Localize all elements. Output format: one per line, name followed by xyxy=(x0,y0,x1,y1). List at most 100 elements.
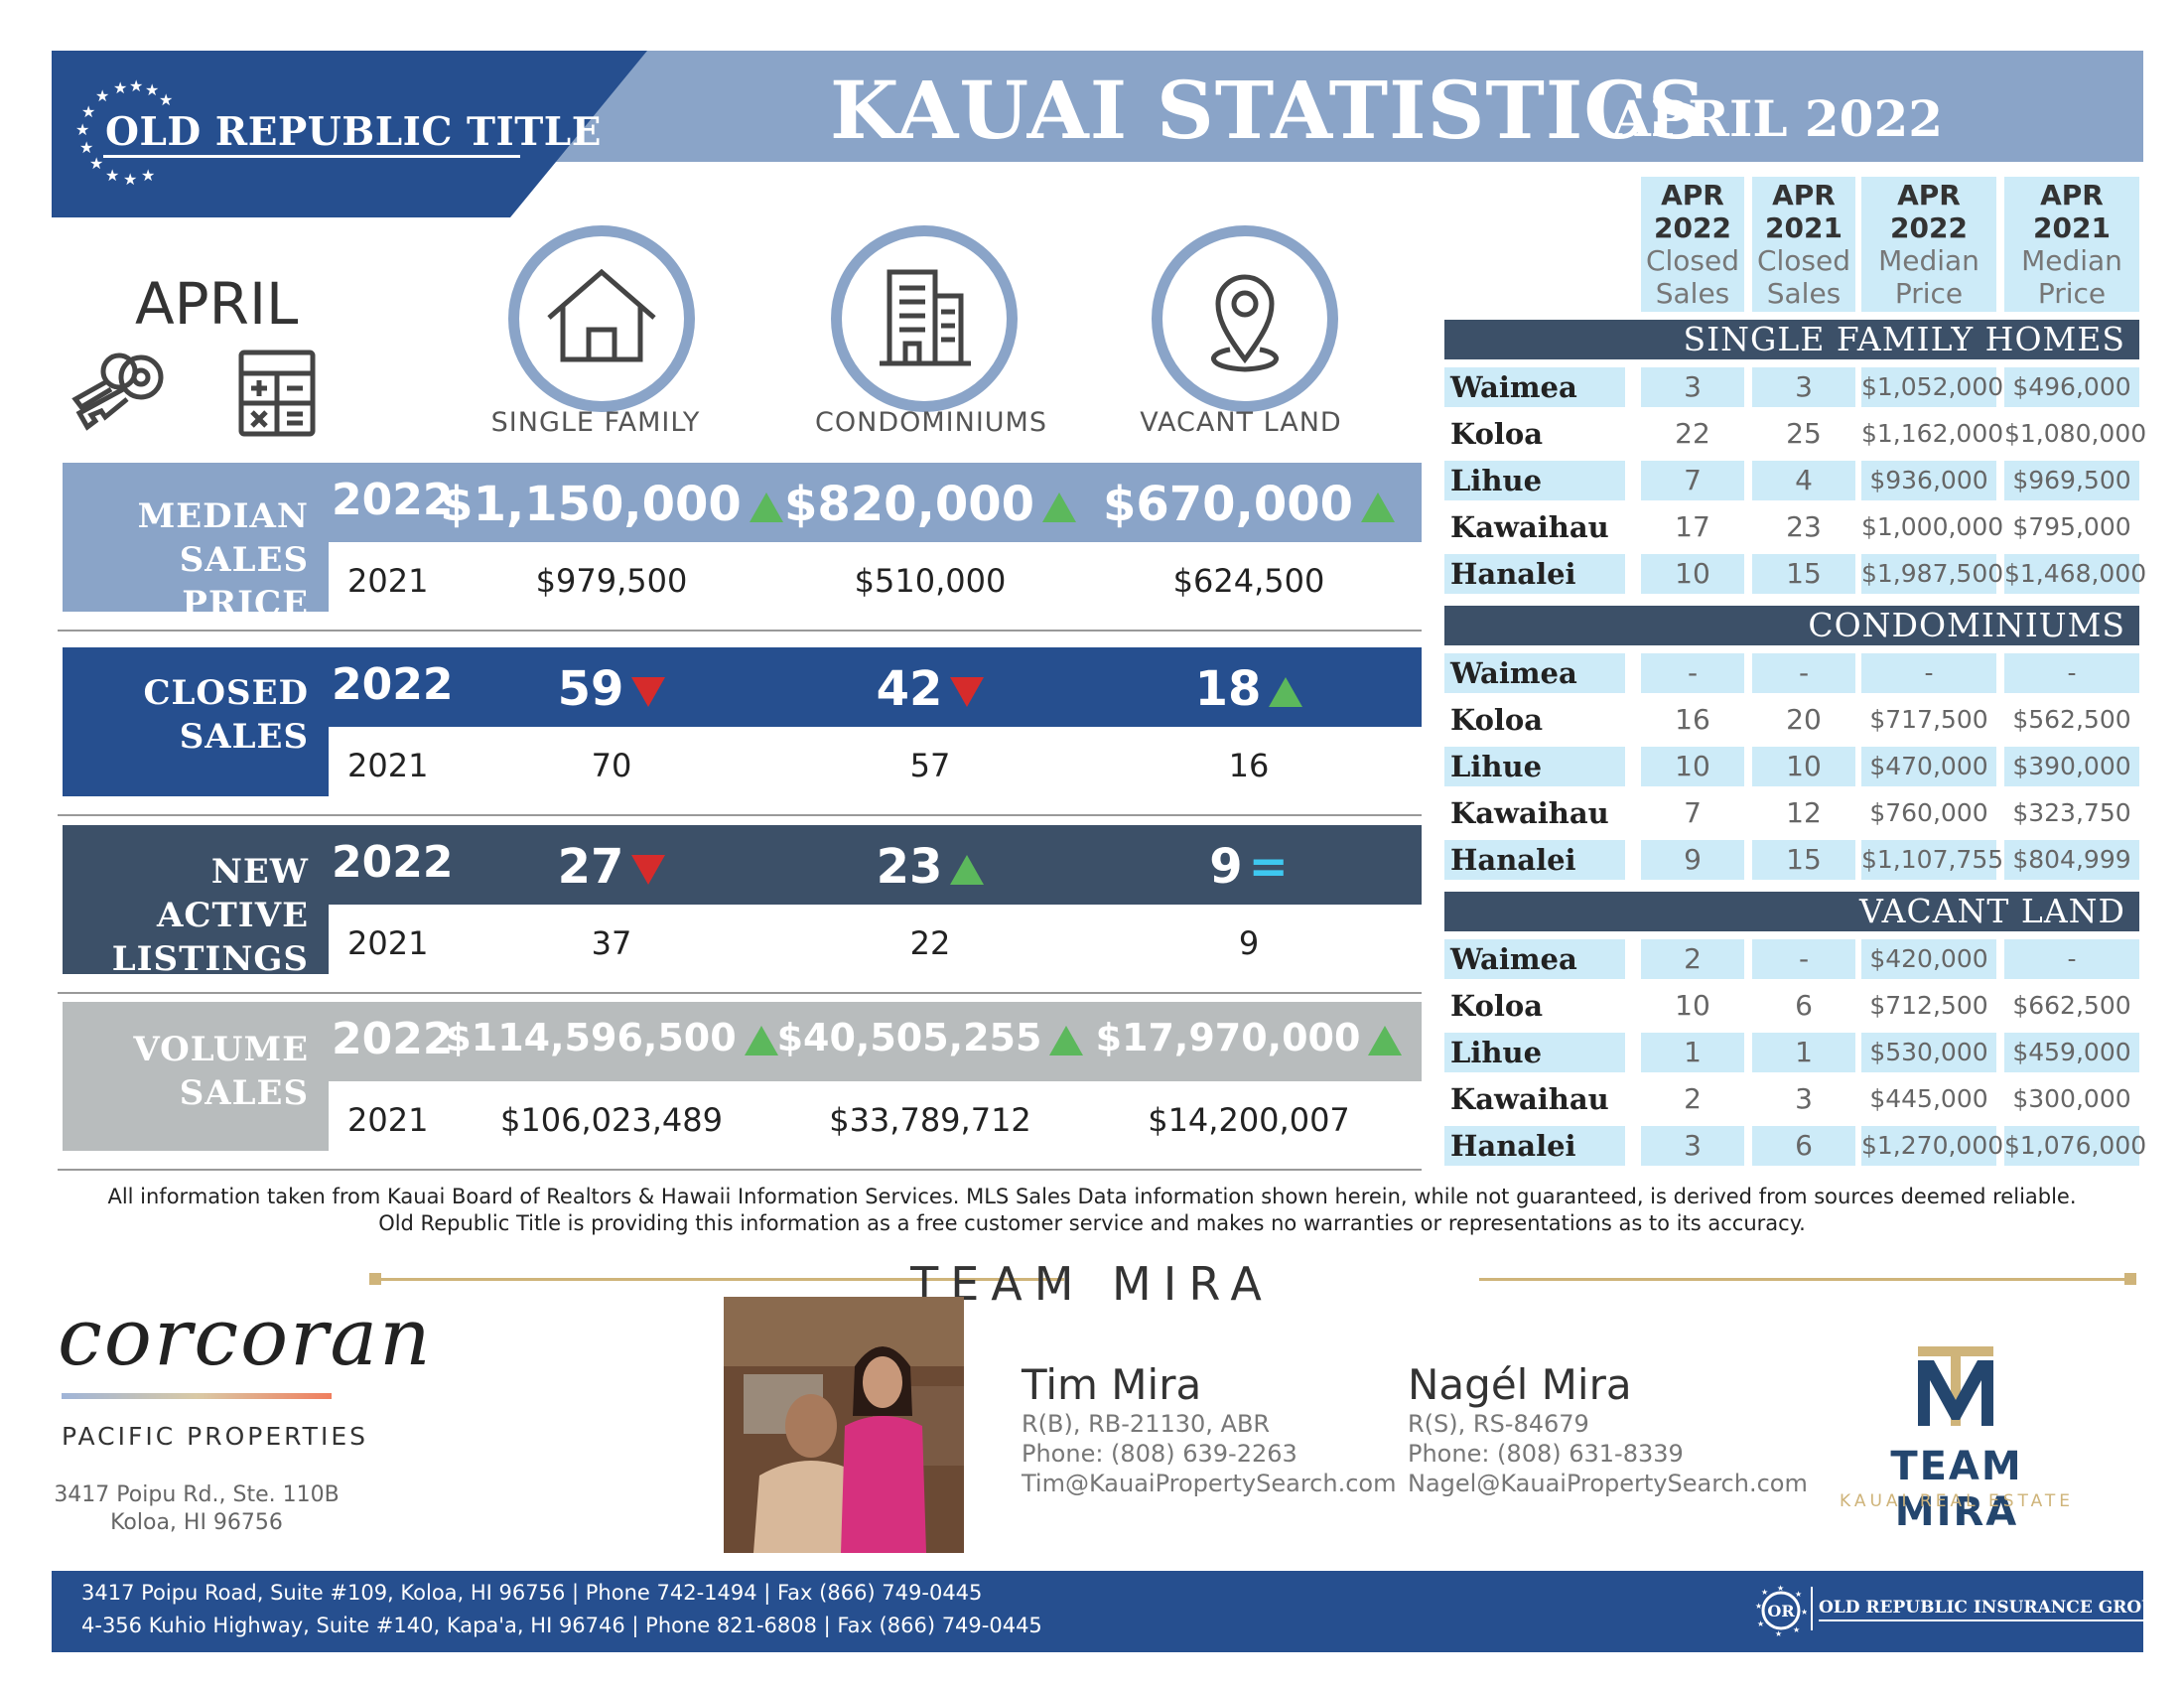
trend-down-icon xyxy=(631,677,666,707)
table-cell: $804,999 xyxy=(2004,840,2139,880)
location-pin-icon-circle xyxy=(1152,225,1338,412)
stat-value-2021: 37 xyxy=(591,924,632,962)
table-header-line: 2021 xyxy=(2033,211,2111,244)
table-row: Kawaihau 7 12 $760,000 $323,750 xyxy=(1444,793,2139,837)
stat-year-current: 2022 xyxy=(332,475,454,525)
svg-text:★: ★ xyxy=(1775,1629,1782,1636)
stat-value-text: $114,596,500 xyxy=(445,1016,737,1059)
table-row: Lihue 1 1 $530,000 $459,000 xyxy=(1444,1033,2139,1076)
house-icon-circle xyxy=(508,225,695,412)
stat-year-previous: 2021 xyxy=(347,924,429,962)
table-cell: 7 xyxy=(1684,796,1702,829)
svg-text:★: ★ xyxy=(81,102,95,121)
agent-license: R(S), RS-84679 xyxy=(1408,1410,1589,1438)
disclaimer-line-1: All information taken from Kauai Board o… xyxy=(107,1185,2077,1208)
table-town: Hanalei xyxy=(1444,554,1625,594)
stat-year-current: 2022 xyxy=(332,837,454,888)
table-town: Lihue xyxy=(1444,1033,1625,1072)
table-row: Waimea 3 3 $1,052,000 $496,000 xyxy=(1444,367,2139,411)
stat-label: MEDIAN SALES PRICE xyxy=(63,494,309,626)
svg-text:★: ★ xyxy=(1795,1590,1802,1599)
stat-value-text: 9 xyxy=(1209,839,1243,895)
table-cell: 7 xyxy=(1641,461,1744,500)
stat-label-line-1: NEW ACTIVE xyxy=(157,852,309,935)
table-row: Waimea 2- $420,000- xyxy=(1444,939,2139,983)
svg-text:★: ★ xyxy=(1761,1588,1768,1597)
table-header-line: APR xyxy=(2040,179,2104,211)
table-row: Hanalei 9 15 $1,107,755 $804,999 xyxy=(1444,840,2139,884)
stat-value-2022: $17,970,000 xyxy=(1070,1016,1428,1059)
table-cell: 10 xyxy=(1641,554,1744,594)
table-row: Kawaihau 2 3 $445,000 $300,000 xyxy=(1444,1079,2139,1123)
insurance-group-seal-icon: OR ★★★★ ★★★★ xyxy=(1755,1585,1807,1636)
table-town: Waimea xyxy=(1444,939,1625,979)
stat-2022-band xyxy=(329,463,1422,542)
table-row: Koloa 16 20 $717,500 $562,500 xyxy=(1444,700,2139,744)
gold-divider-right xyxy=(1479,1278,2134,1281)
team-heading: TEAM MIRA xyxy=(910,1257,1274,1311)
footer-logo-divider xyxy=(1811,1587,1813,1630)
table-cell: 4 xyxy=(1752,461,1855,500)
table-cell: $795,000 xyxy=(2012,512,2131,541)
trend-up-icon xyxy=(1361,492,1396,522)
table-cell: 25 xyxy=(1786,417,1822,450)
gold-divider-cap-left xyxy=(369,1273,381,1285)
table-cell: 1 xyxy=(1641,1033,1744,1072)
stat-value-2021: $33,789,712 xyxy=(829,1101,1031,1139)
table-cell: $1,080,000 xyxy=(2004,419,2147,448)
table-cell: - xyxy=(2004,653,2139,693)
month-label: APRIL xyxy=(135,270,299,338)
page-title-month: APRIL 2022 xyxy=(1612,89,1944,148)
stat-2022-band xyxy=(329,1002,1422,1081)
table-header-line: APR xyxy=(1897,179,1961,211)
table-cell: $496,000 xyxy=(2004,367,2139,407)
svg-text:★: ★ xyxy=(129,77,143,95)
trend-up-icon xyxy=(1269,677,1303,707)
trend-up-icon xyxy=(749,492,783,522)
stat-value-2021: $979,500 xyxy=(535,562,688,600)
svg-text:★: ★ xyxy=(1755,1602,1762,1611)
stat-label-line-2: SALES xyxy=(179,717,309,757)
table-cell: 2 xyxy=(1641,939,1744,979)
trend-up-icon xyxy=(744,1025,778,1055)
insurance-group-logo-text: OLD REPUBLIC INSURANCE GROUP xyxy=(1819,1598,2169,1621)
table-cell: $459,000 xyxy=(2004,1033,2139,1072)
stat-label-line-2: LISTINGS xyxy=(111,939,309,979)
table-town: Kawaihau xyxy=(1450,1082,1609,1116)
agent-email-link[interactable]: Nagel@KauaiPropertySearch.com xyxy=(1408,1470,1808,1497)
table-section-header: CONDOMINIUMS xyxy=(1444,606,2139,645)
corcoran-color-bar xyxy=(62,1393,332,1399)
svg-text:★: ★ xyxy=(95,86,109,105)
stat-value-text: $40,505,255 xyxy=(776,1016,1042,1059)
table-cell: 3 xyxy=(1641,367,1744,407)
table-row: Koloa 10 6 $712,500 $662,500 xyxy=(1444,986,2139,1030)
stat-value-text: 59 xyxy=(557,661,624,717)
stat-label-line-1: MEDIAN xyxy=(137,496,309,536)
svg-text:★: ★ xyxy=(159,90,173,109)
stat-label-panel xyxy=(63,463,329,612)
stat-separator xyxy=(58,814,1422,816)
table-town: Kawaihau xyxy=(1450,510,1609,544)
table-header-line: Sales xyxy=(1655,277,1730,310)
stat-value-text: 18 xyxy=(1194,661,1262,717)
stat-label: VOLUME SALES xyxy=(63,1028,309,1115)
table-row: Waimea - - - - xyxy=(1444,653,2139,697)
building-icon-circle xyxy=(831,225,1018,412)
gold-divider-left xyxy=(369,1278,1064,1281)
stat-value-2021: 57 xyxy=(909,747,951,784)
stat-label-line-2: SALES xyxy=(179,1073,309,1113)
table-header-line: APR xyxy=(1772,179,1836,211)
agent-phone: Phone: (808) 631-8339 xyxy=(1408,1440,1684,1468)
table-header-line: 2022 xyxy=(1654,211,1731,244)
label-condominiums: CONDOMINIUMS xyxy=(815,407,1047,438)
table-section-header: SINGLE FAMILY HOMES xyxy=(1444,320,2139,359)
stat-value-2022: 59 xyxy=(433,661,790,717)
table-cell: $470,000 xyxy=(1861,747,1996,786)
stat-label: CLOSED SALES xyxy=(63,671,309,759)
trend-up-icon xyxy=(950,855,985,885)
agent-email-link[interactable]: Tim@KauaiPropertySearch.com xyxy=(1022,1470,1397,1497)
table-cell: - xyxy=(2004,939,2139,979)
corcoran-address-1: 3417 Poipu Rd., Ste. 110B xyxy=(54,1482,340,1507)
table-cell: $717,500 xyxy=(1869,705,1988,734)
table-header-line: Median xyxy=(1878,244,1979,277)
